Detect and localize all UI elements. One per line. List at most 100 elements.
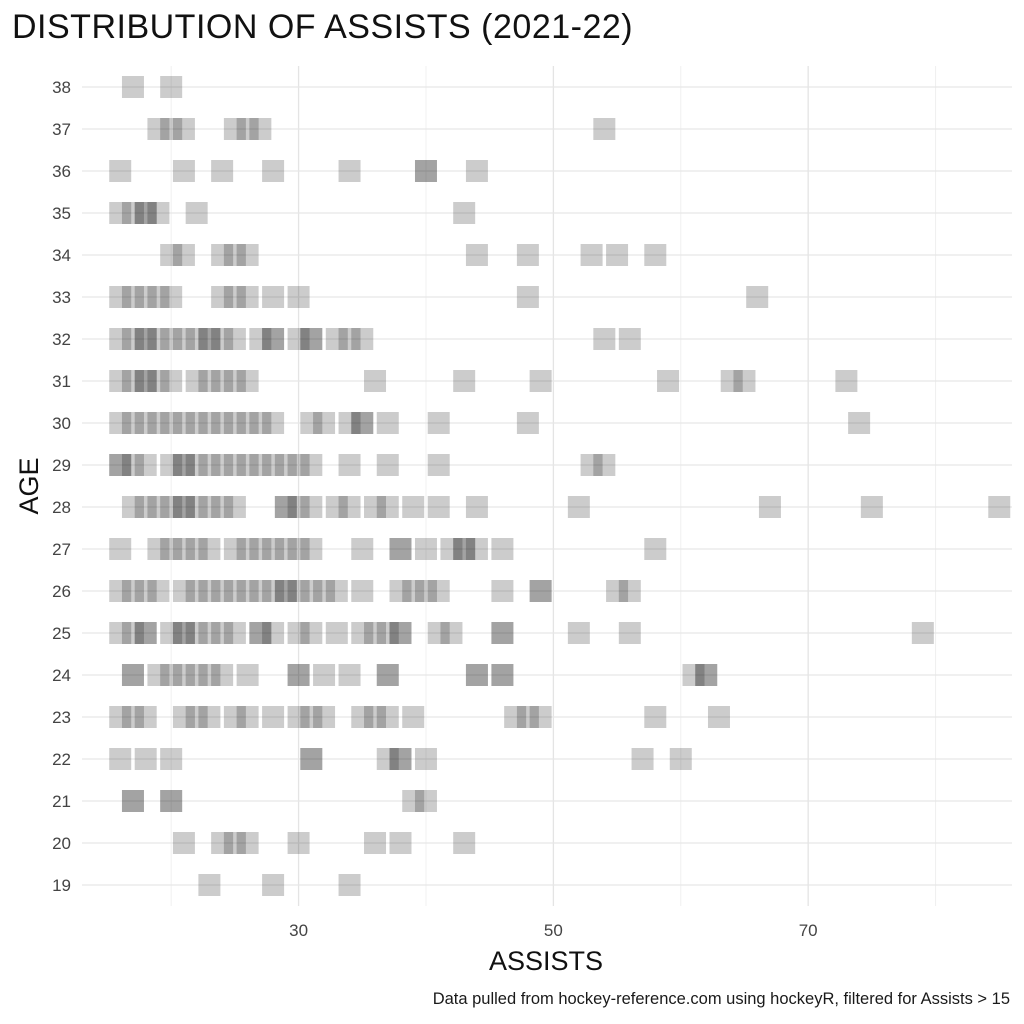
data-point [644, 538, 667, 560]
data-point [172, 160, 195, 182]
data-point [262, 454, 285, 476]
data-point [160, 790, 183, 812]
data-point [529, 580, 552, 602]
y-tick-label: 28 [52, 498, 71, 517]
data-point [313, 580, 336, 602]
data-point [631, 748, 654, 770]
data-point [109, 748, 132, 770]
data-point [160, 790, 183, 812]
data-point [160, 664, 183, 686]
data-point [211, 832, 234, 854]
data-point [389, 538, 412, 560]
data-point [236, 412, 259, 434]
data-point [147, 412, 170, 434]
y-tick-label: 32 [52, 330, 71, 349]
data-point [147, 496, 170, 518]
data-point [236, 454, 259, 476]
data-point [172, 832, 195, 854]
y-tick-label: 34 [52, 246, 71, 265]
data-point [172, 580, 195, 602]
data-point [389, 538, 412, 560]
x-tick-label: 30 [289, 921, 308, 940]
x-tick-label: 50 [544, 921, 563, 940]
data-point [160, 496, 183, 518]
data-point [504, 706, 527, 728]
data-point [402, 496, 425, 518]
data-point [351, 622, 374, 644]
data-point [160, 118, 183, 140]
data-point [465, 496, 488, 518]
chart-caption: Data pulled from hockey-reference.com us… [432, 990, 1010, 1008]
data-point [134, 496, 157, 518]
data-point [236, 244, 259, 266]
data-point [121, 790, 144, 812]
data-point [198, 622, 221, 644]
data-point [427, 496, 450, 518]
data-point [644, 706, 667, 728]
tick-layer: 30 50 70 19 20 21 22 23 24 25 26 27 28 29 30 31 32 33 34 35… [52, 78, 818, 940]
data-point [453, 538, 476, 560]
data-point [274, 580, 297, 602]
data-point [287, 454, 310, 476]
data-point [211, 664, 234, 686]
data-point [274, 538, 297, 560]
data-point [364, 832, 387, 854]
data-point [262, 412, 285, 434]
data-point [249, 538, 272, 560]
data-point [134, 748, 157, 770]
data-point [338, 328, 361, 350]
data-point [185, 454, 208, 476]
data-point [300, 622, 323, 644]
data-point [134, 202, 157, 224]
data-point [147, 328, 170, 350]
data-point [389, 580, 412, 602]
data-point [516, 412, 539, 434]
data-point [121, 496, 144, 518]
data-point [389, 622, 412, 644]
data-point [313, 412, 336, 434]
data-point [402, 580, 425, 602]
data-point [134, 328, 157, 350]
data-point [262, 328, 285, 350]
data-point [134, 622, 157, 644]
data-point [440, 622, 463, 644]
data-point [198, 664, 221, 686]
data-point [121, 580, 144, 602]
data-point [211, 580, 234, 602]
data-point [185, 706, 208, 728]
data-point [236, 664, 259, 686]
data-point [211, 496, 234, 518]
data-point [236, 286, 259, 308]
data-point [364, 496, 387, 518]
data-point [223, 412, 246, 434]
data-point [109, 622, 132, 644]
data-point [160, 328, 183, 350]
data-point [134, 580, 157, 602]
data-point [249, 412, 272, 434]
data-point [287, 286, 310, 308]
data-point [121, 622, 144, 644]
data-point [389, 748, 412, 770]
data-point [172, 496, 195, 518]
data-point [364, 370, 387, 392]
data-point [287, 832, 310, 854]
y-axis-title: AGE [14, 457, 44, 514]
data-point [236, 832, 259, 854]
data-point [160, 244, 183, 266]
data-point [223, 622, 246, 644]
data-point [376, 622, 399, 644]
data-point [376, 454, 399, 476]
data-point [707, 706, 730, 728]
data-point [223, 538, 246, 560]
data-point [121, 706, 144, 728]
data-point [109, 580, 132, 602]
data-point [262, 538, 285, 560]
data-point [338, 664, 361, 686]
data-point [300, 328, 323, 350]
data-point [211, 622, 234, 644]
y-tick-label: 35 [52, 204, 71, 223]
data-point [121, 664, 144, 686]
data-point [109, 454, 132, 476]
data-point [465, 160, 488, 182]
data-point [491, 664, 514, 686]
